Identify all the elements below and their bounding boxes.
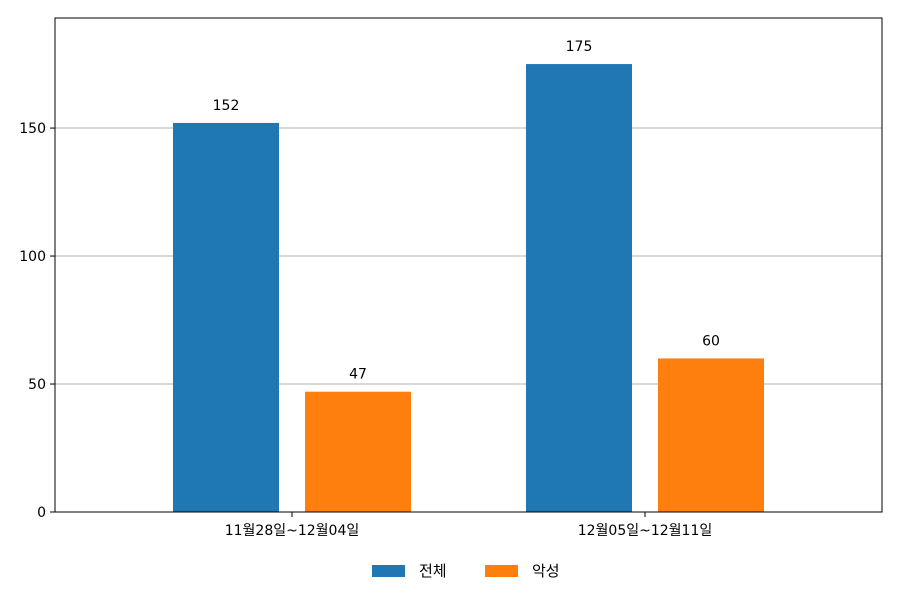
x-tick-label: 11월28일~12월04일 bbox=[225, 523, 360, 539]
x-tick-label: 12월05일~12월11일 bbox=[578, 523, 713, 539]
y-tick-label: 50 bbox=[28, 377, 46, 393]
bar-value-label: 152 bbox=[213, 98, 240, 114]
bar bbox=[305, 391, 411, 512]
y-tick-label: 150 bbox=[19, 121, 46, 137]
y-tick-label: 0 bbox=[37, 505, 46, 521]
legend: 전체 악성 bbox=[372, 562, 560, 580]
bar-value-label: 60 bbox=[702, 333, 720, 349]
bar bbox=[658, 358, 764, 512]
plot-frame bbox=[54, 17, 883, 513]
y-tick-label: 100 bbox=[19, 249, 46, 265]
legend-label: 전체 bbox=[419, 562, 447, 580]
legend-label: 악성 bbox=[532, 562, 560, 580]
legend-swatch bbox=[485, 565, 518, 577]
bar bbox=[173, 122, 279, 513]
bar-value-label: 47 bbox=[349, 367, 367, 383]
y-axis: 0 50 100 150 bbox=[19, 121, 55, 521]
x-axis: 11월28일~12월04일 12월05일~12월11일 bbox=[225, 512, 713, 539]
data-labels: 152 47 175 60 bbox=[213, 39, 720, 383]
bar-value-label: 175 bbox=[566, 39, 593, 55]
bars bbox=[173, 64, 764, 513]
bar bbox=[526, 64, 632, 512]
legend-swatch bbox=[372, 565, 405, 577]
